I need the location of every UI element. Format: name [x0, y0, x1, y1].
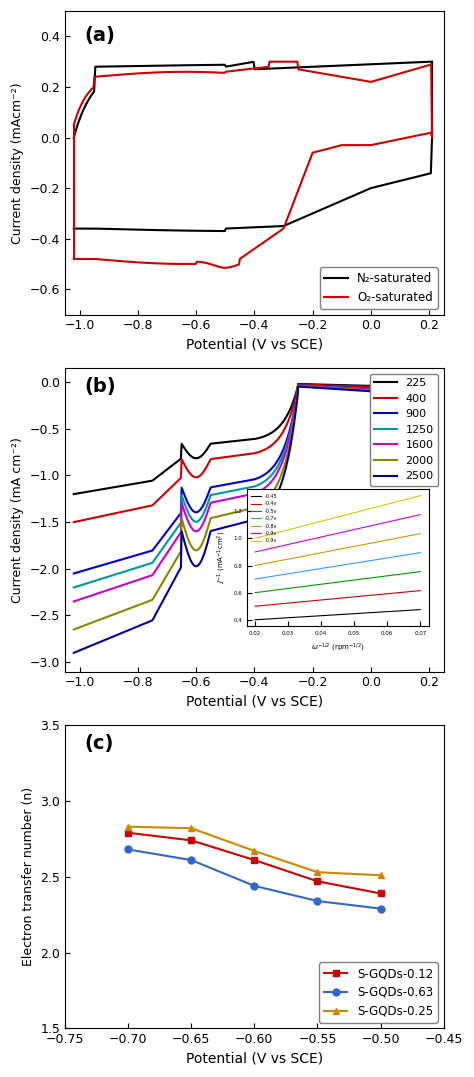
- S-GQDs-0.63: [252, 880, 257, 893]
- S-GQDs-0.25: [252, 844, 257, 857]
- S-GQDs-0.12: [188, 834, 194, 847]
- S-GQDs-0.12: [315, 875, 320, 887]
- Y-axis label: Electron transfer number (n): Electron transfer number (n): [22, 787, 35, 966]
- S-GQDs-0.63: [188, 854, 194, 867]
- Line: S-GQDs-0.25: S-GQDs-0.25: [125, 823, 384, 879]
- Y-axis label: Current density (mAcm⁻²): Current density (mAcm⁻²): [11, 82, 24, 243]
- S-GQDs-0.63: [125, 843, 131, 856]
- X-axis label: Potential (V vs SCE): Potential (V vs SCE): [186, 695, 323, 709]
- S-GQDs-0.25: [188, 822, 194, 835]
- S-GQDs-0.63: [315, 895, 320, 908]
- S-GQDs-0.12: [378, 887, 383, 900]
- Line: S-GQDs-0.12: S-GQDs-0.12: [125, 829, 384, 897]
- S-GQDs-0.12: [252, 854, 257, 867]
- S-GQDs-0.25: [378, 869, 383, 882]
- X-axis label: Potential (V vs SCE): Potential (V vs SCE): [186, 338, 323, 352]
- S-GQDs-0.12: [125, 826, 131, 839]
- Text: (c): (c): [84, 735, 113, 753]
- S-GQDs-0.25: [125, 821, 131, 834]
- Legend: N₂-saturated, O₂-saturated: N₂-saturated, O₂-saturated: [319, 267, 438, 309]
- Text: (b): (b): [84, 377, 116, 396]
- Y-axis label: Current density (mA cm⁻²): Current density (mA cm⁻²): [11, 437, 24, 603]
- X-axis label: Potential (V vs SCE): Potential (V vs SCE): [186, 1052, 323, 1066]
- Legend: 225, 400, 900, 1250, 1600, 2000, 2500: 225, 400, 900, 1250, 1600, 2000, 2500: [370, 374, 438, 486]
- Legend: S-GQDs-0.12, S-GQDs-0.63, S-GQDs-0.25: S-GQDs-0.12, S-GQDs-0.63, S-GQDs-0.25: [319, 963, 438, 1022]
- S-GQDs-0.63: [378, 903, 383, 915]
- S-GQDs-0.25: [315, 866, 320, 879]
- Line: S-GQDs-0.63: S-GQDs-0.63: [125, 845, 384, 912]
- Text: (a): (a): [84, 26, 115, 45]
